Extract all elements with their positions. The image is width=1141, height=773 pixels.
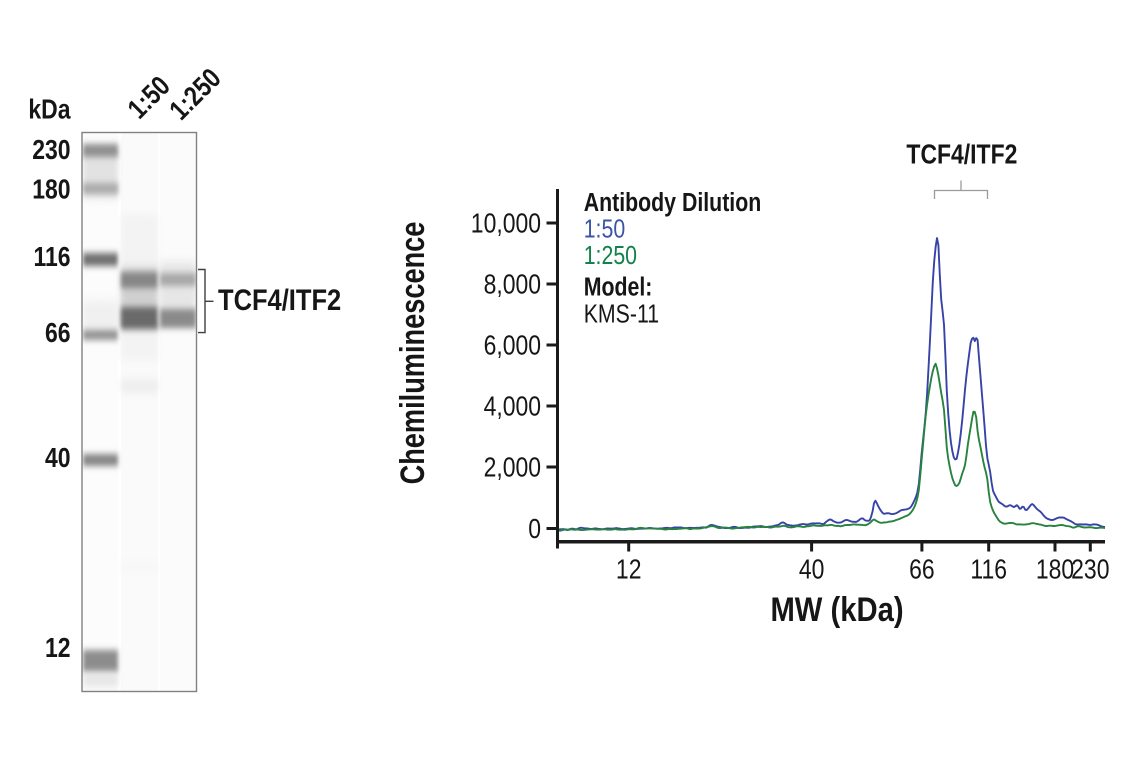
svg-text:66: 66 <box>909 554 935 585</box>
svg-text:116: 116 <box>970 554 1007 585</box>
svg-text:180: 180 <box>1036 554 1074 585</box>
svg-text:116: 116 <box>33 242 70 273</box>
svg-text:Antibody Dilution: Antibody Dilution <box>584 188 762 218</box>
svg-text:230: 230 <box>32 135 70 166</box>
svg-text:40: 40 <box>45 443 71 474</box>
svg-text:230: 230 <box>1071 554 1109 585</box>
svg-text:8,000: 8,000 <box>484 269 541 300</box>
svg-text:10,000: 10,000 <box>471 208 541 239</box>
svg-text:Model:: Model: <box>584 273 653 303</box>
svg-text:180: 180 <box>32 175 70 206</box>
svg-text:66: 66 <box>45 318 71 349</box>
svg-text:12: 12 <box>45 633 71 664</box>
svg-text:kDa: kDa <box>28 94 71 125</box>
svg-text:12: 12 <box>616 554 642 585</box>
svg-text:MW (kDa): MW (kDa) <box>770 590 903 629</box>
svg-text:0: 0 <box>528 514 541 545</box>
svg-text:4,000: 4,000 <box>484 391 541 422</box>
svg-text:1:50: 1:50 <box>584 215 625 245</box>
svg-text:6,000: 6,000 <box>484 330 541 361</box>
svg-text:2,000: 2,000 <box>484 452 541 483</box>
svg-text:TCF4/ITF2: TCF4/ITF2 <box>906 139 1017 170</box>
svg-text:1:250: 1:250 <box>584 241 637 271</box>
svg-text:40: 40 <box>799 554 825 585</box>
svg-text:Chemiluminescence: Chemiluminescence <box>393 222 432 485</box>
svg-text:TCF4/ITF2: TCF4/ITF2 <box>218 283 341 316</box>
svg-text:KMS-11: KMS-11 <box>584 299 659 329</box>
